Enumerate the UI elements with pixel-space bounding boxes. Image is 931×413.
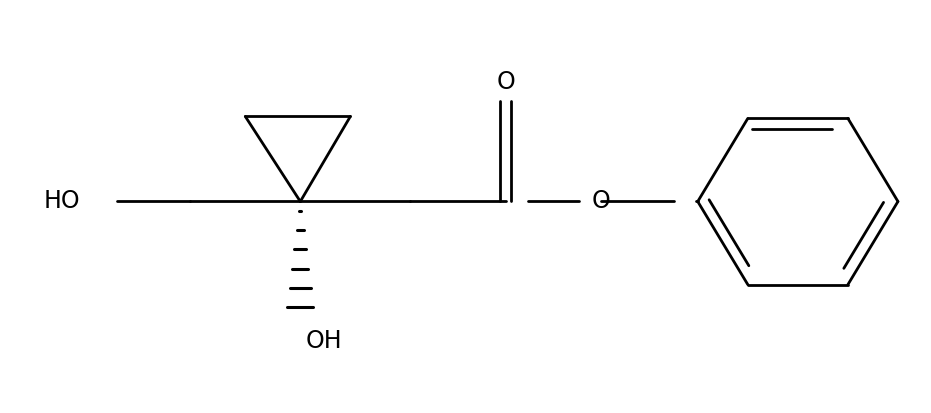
Text: O: O bbox=[591, 190, 610, 214]
Text: HO: HO bbox=[44, 190, 80, 214]
Text: OH: OH bbox=[305, 329, 342, 353]
Text: O: O bbox=[496, 70, 515, 95]
